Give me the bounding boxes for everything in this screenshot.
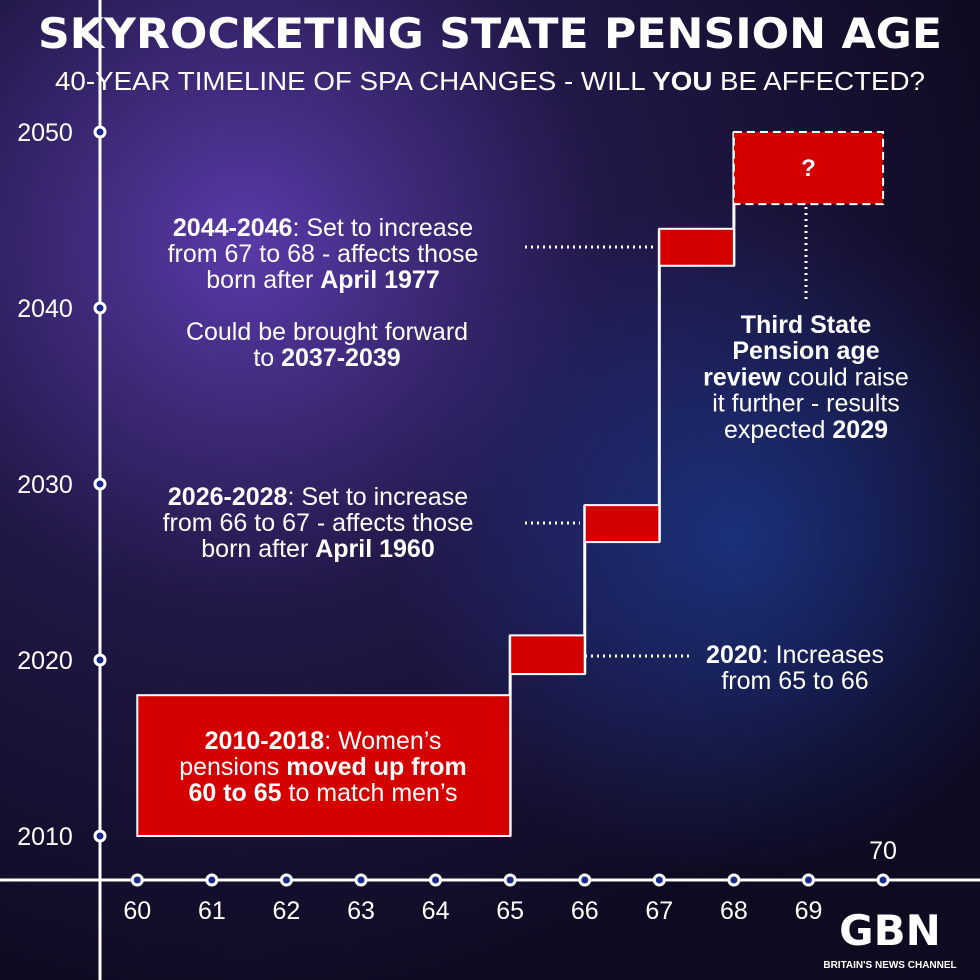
annotation-text: could raise <box>781 363 909 391</box>
x-tick <box>279 873 293 887</box>
x-tick <box>801 873 815 887</box>
x-tick-label: 64 <box>422 897 450 925</box>
annotation-text: 60 to 65 <box>188 779 281 807</box>
x-tick-label: 60 <box>123 897 151 925</box>
annotation-text: 2037-2039 <box>281 344 401 372</box>
annotation-text: : Increases <box>762 641 884 669</box>
x-tick-label: 63 <box>347 897 375 925</box>
annotation-line: born after April 1960 <box>201 535 434 563</box>
y-tick <box>93 829 107 843</box>
step-box <box>509 634 586 676</box>
x-tick <box>354 873 368 887</box>
step-label: ? <box>801 155 816 182</box>
annotation-text: born after <box>201 535 315 563</box>
annotation-line: 60 to 65 to match men’s <box>188 779 457 807</box>
annotation-line: 2010-2018: Women’s <box>205 727 442 755</box>
annotation-text: moved up from <box>286 753 467 781</box>
annotation-text: 2029 <box>832 416 888 444</box>
y-tick-label: 2030 <box>17 471 73 499</box>
annotation-text: : Women’s <box>324 727 441 755</box>
annotation-line: Third State <box>741 311 872 339</box>
annotation-text: 2020 <box>706 641 762 669</box>
step-box <box>732 131 885 206</box>
annotation-text: Third State <box>741 311 872 339</box>
x-tick-label: 65 <box>496 897 524 925</box>
annotation-line: 2026-2028: Set to increase <box>168 483 468 511</box>
x-tick-label: 68 <box>720 897 748 925</box>
subtitle-part: 40-YEAR TIMELINE OF SPA CHANGES - WILL <box>55 66 652 96</box>
x-tick <box>429 873 443 887</box>
chart-subtitle: 40-YEAR TIMELINE OF SPA CHANGES - WILL Y… <box>55 66 925 96</box>
logo-tagline: BRITAIN'S NEWS CHANNEL <box>823 960 956 971</box>
annotation-text: it further - results <box>712 390 900 418</box>
annotation-text: born after <box>206 266 320 294</box>
annotation-text: 2026-2028 <box>168 483 288 511</box>
annotation-line: to 2037-2039 <box>253 344 400 372</box>
annotation-line: Pension age <box>732 337 879 365</box>
annotation-text: from 66 to 67 - affects those <box>163 509 474 537</box>
x-tick <box>727 873 741 887</box>
x-tick <box>578 873 592 887</box>
y-tick-label: 2010 <box>17 823 73 851</box>
x-tick-label: 66 <box>571 897 599 925</box>
x-tick-label: 70 <box>869 837 897 865</box>
annotation-text: pensions <box>179 753 286 781</box>
y-tick-label: 2020 <box>17 647 73 675</box>
x-tick <box>130 873 144 887</box>
annotation-text: April 1960 <box>315 535 435 563</box>
annotation-text: : Set to increase <box>287 483 468 511</box>
annotation-text: expected <box>724 416 832 444</box>
step-box <box>658 227 735 267</box>
x-tick <box>876 873 890 887</box>
x-tick-label: 61 <box>198 897 226 925</box>
subtitle-part: BE AFFECTED? <box>712 66 925 96</box>
annotation-text: Pension age <box>732 337 879 365</box>
y-tick-label: 2050 <box>17 119 73 147</box>
annotation-line: 2044-2046: Set to increase <box>173 214 473 242</box>
annotation-text: from 67 to 68 - affects those <box>168 240 479 268</box>
y-tick-label: 2040 <box>17 295 73 323</box>
y-tick <box>93 125 107 139</box>
annotation-text: to match men’s <box>282 779 458 807</box>
x-tick-label: 62 <box>273 897 301 925</box>
annotation-text: to <box>253 344 281 372</box>
annotation-text: review <box>703 363 781 391</box>
logo-text: GBN <box>839 906 941 955</box>
y-tick <box>93 301 107 315</box>
annotation-text: : Set to increase <box>292 214 473 242</box>
x-tick <box>503 873 517 887</box>
annotation-line: expected 2029 <box>724 416 888 444</box>
x-tick <box>205 873 219 887</box>
annotation-line: from 65 to 66 <box>721 667 868 695</box>
annotation-text: from 65 to 66 <box>721 667 868 695</box>
logo: GBN BRITAIN'S NEWS CHANNEL <box>823 906 956 971</box>
subtitle-part: YOU <box>652 66 712 96</box>
annotation-text: 2044-2046 <box>173 214 293 242</box>
chart-title: SKYROCKETING STATE PENSION AGE <box>38 9 942 58</box>
annotation-line: review could raise <box>703 363 909 391</box>
annotation-text: 2010-2018 <box>205 727 325 755</box>
annotation-line: it further - results <box>712 390 900 418</box>
y-tick <box>93 653 107 667</box>
annotation-line: Could be brought forward <box>186 318 468 346</box>
annotation-line: from 66 to 67 - affects those <box>163 509 474 537</box>
step-box <box>583 504 661 544</box>
x-tick-label: 69 <box>795 897 823 925</box>
y-tick <box>93 477 107 491</box>
x-tick <box>652 873 666 887</box>
annotation-line: born after April 1977 <box>206 266 439 294</box>
x-tick-label: 67 <box>645 897 673 925</box>
annotation-text: April 1977 <box>320 266 440 294</box>
annotation-text: Could be brought forward <box>186 318 468 346</box>
annotation-line: 2020: Increases <box>706 641 884 669</box>
annotation-line: from 67 to 68 - affects those <box>168 240 479 268</box>
annotation-line: pensions moved up from <box>179 753 467 781</box>
step-box <box>136 694 512 838</box>
